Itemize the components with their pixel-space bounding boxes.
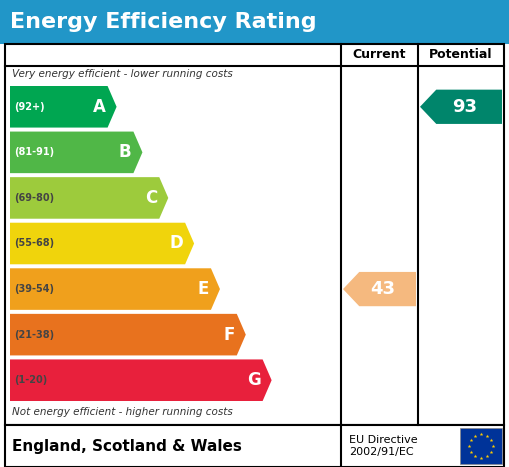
Polygon shape [10, 268, 220, 310]
Polygon shape [10, 86, 117, 127]
Text: Very energy efficient - lower running costs: Very energy efficient - lower running co… [12, 69, 233, 79]
Text: Energy Efficiency Rating: Energy Efficiency Rating [10, 12, 317, 32]
Text: (55-68): (55-68) [14, 239, 54, 248]
Polygon shape [10, 360, 272, 401]
Text: (1-20): (1-20) [14, 375, 47, 385]
Text: 93: 93 [452, 98, 477, 116]
Text: F: F [223, 325, 235, 344]
Text: Potential: Potential [429, 49, 493, 62]
Text: Current: Current [353, 49, 406, 62]
Text: C: C [145, 189, 157, 207]
Text: (81-91): (81-91) [14, 148, 54, 157]
Polygon shape [343, 272, 416, 306]
Text: (69-80): (69-80) [14, 193, 54, 203]
Polygon shape [10, 314, 246, 355]
Text: Not energy efficient - higher running costs: Not energy efficient - higher running co… [12, 407, 233, 417]
Bar [0, 0, 509, 44]
Polygon shape [10, 223, 194, 264]
Text: England, Scotland & Wales: England, Scotland & Wales [12, 439, 242, 453]
Bar [5, 425, 504, 467]
Text: E: E [197, 280, 209, 298]
Text: 43: 43 [370, 280, 395, 298]
Bar [460, 428, 502, 464]
Text: EU Directive: EU Directive [349, 435, 417, 445]
Text: D: D [169, 234, 183, 253]
Text: (39-54): (39-54) [14, 284, 54, 294]
Text: 2002/91/EC: 2002/91/EC [349, 447, 414, 457]
Bar [5, 44, 504, 425]
Text: A: A [93, 98, 105, 116]
Polygon shape [420, 90, 502, 124]
Text: (92+): (92+) [14, 102, 45, 112]
Text: B: B [119, 143, 131, 162]
Polygon shape [10, 132, 143, 173]
Polygon shape [10, 177, 168, 219]
Text: (21-38): (21-38) [14, 330, 54, 340]
Text: G: G [247, 371, 261, 389]
